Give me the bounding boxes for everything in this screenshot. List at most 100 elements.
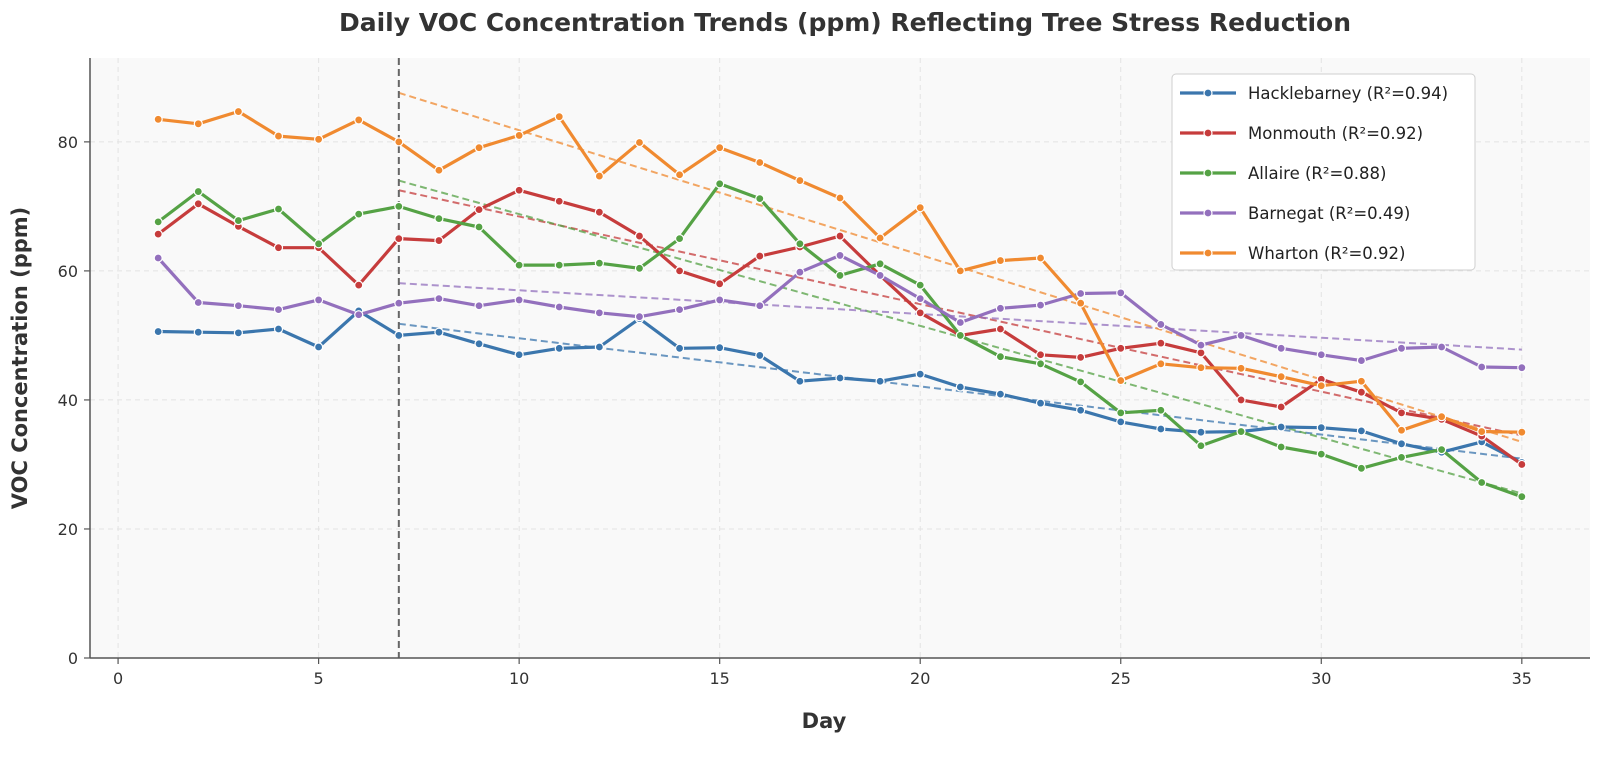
data-point [835,250,845,261]
data-point [715,279,725,289]
data-point [1156,405,1166,415]
data-point [915,294,925,304]
data-point [554,196,564,206]
y-axis-label: VOC Concentration (ppm) [8,207,32,510]
legend-label: Hacklebarney (R²=0.94) [1248,84,1448,103]
data-point [153,217,163,227]
legend-swatch-marker [1203,208,1213,218]
data-point [594,258,604,268]
data-point [674,343,685,353]
data-point [1396,343,1407,353]
data-point [795,376,805,386]
data-point [1116,288,1126,298]
data-point [1156,424,1166,434]
data-point [314,239,324,249]
data-point [1035,359,1046,369]
data-point [594,308,604,318]
x-axis-label: Day [802,709,847,733]
data-point [354,280,364,290]
y-tick-label: 40 [58,391,78,410]
data-point [755,251,765,261]
data-point [434,214,444,224]
data-point [1396,452,1407,462]
data-point [1356,463,1366,473]
data-point [1356,355,1366,366]
data-point [434,165,444,175]
data-point [514,130,524,141]
data-point [434,235,444,246]
data-point [1236,395,1246,405]
data-point [594,171,604,181]
legend-box [1171,73,1476,271]
data-point [1156,319,1166,330]
data-point [354,115,364,125]
data-point [835,270,845,281]
data-point [995,255,1006,266]
data-point [1156,359,1166,369]
data-point [795,267,805,277]
data-point [1356,387,1366,397]
legend-swatch-marker [1203,88,1213,98]
data-point [554,302,564,312]
legend-swatch-marker [1203,168,1213,178]
data-point [193,119,203,129]
x-tick-label: 0 [113,669,123,688]
data-point [474,143,484,153]
data-point [314,134,324,144]
data-point [875,259,885,269]
data-point [1477,362,1487,372]
data-point [835,193,845,203]
data-point [995,352,1006,362]
legend-swatch-marker [1203,128,1213,138]
data-point [233,301,243,311]
legend-swatch-marker [1203,248,1213,258]
data-point [193,297,203,308]
data-point [434,327,444,337]
legend-item: Allaire (R²=0.88) [1180,164,1387,183]
data-point [554,112,564,122]
data-point [1316,423,1326,433]
data-point [835,231,845,241]
data-point [1276,372,1286,382]
data-point [394,137,404,147]
data-point [474,205,484,215]
data-point [634,137,645,148]
data-point [955,266,965,276]
data-point [1035,350,1046,360]
data-point [1316,350,1326,360]
data-point [1196,441,1206,451]
data-point [915,203,925,213]
data-point [634,312,645,322]
legend-item: Monmouth (R²=0.92) [1180,124,1423,143]
legend-label: Wharton (R²=0.92) [1248,244,1405,263]
data-point [915,308,925,318]
data-point [1276,422,1286,432]
data-point [1316,449,1326,459]
trend-line-2 [398,179,1523,495]
data-point [193,327,203,337]
data-point [273,204,284,214]
data-point [314,295,324,305]
data-point [474,339,484,349]
data-point [1477,426,1487,437]
data-point [915,369,925,379]
data-point [1477,477,1487,488]
data-point [1035,300,1046,310]
data-point [193,186,203,197]
trend-line-3 [398,282,1522,351]
data-point [674,170,685,180]
data-point [915,280,925,290]
data-point [514,295,524,305]
data-point [955,382,965,392]
data-point [153,229,163,239]
data-point [955,330,965,341]
axes [89,58,1590,659]
data-point [875,233,885,243]
y-tick-label: 80 [58,133,78,152]
data-point [273,131,284,141]
legend-label: Monmouth (R²=0.92) [1248,124,1423,143]
data-point [1076,377,1086,387]
data-point [273,243,284,253]
data-point [354,209,364,219]
